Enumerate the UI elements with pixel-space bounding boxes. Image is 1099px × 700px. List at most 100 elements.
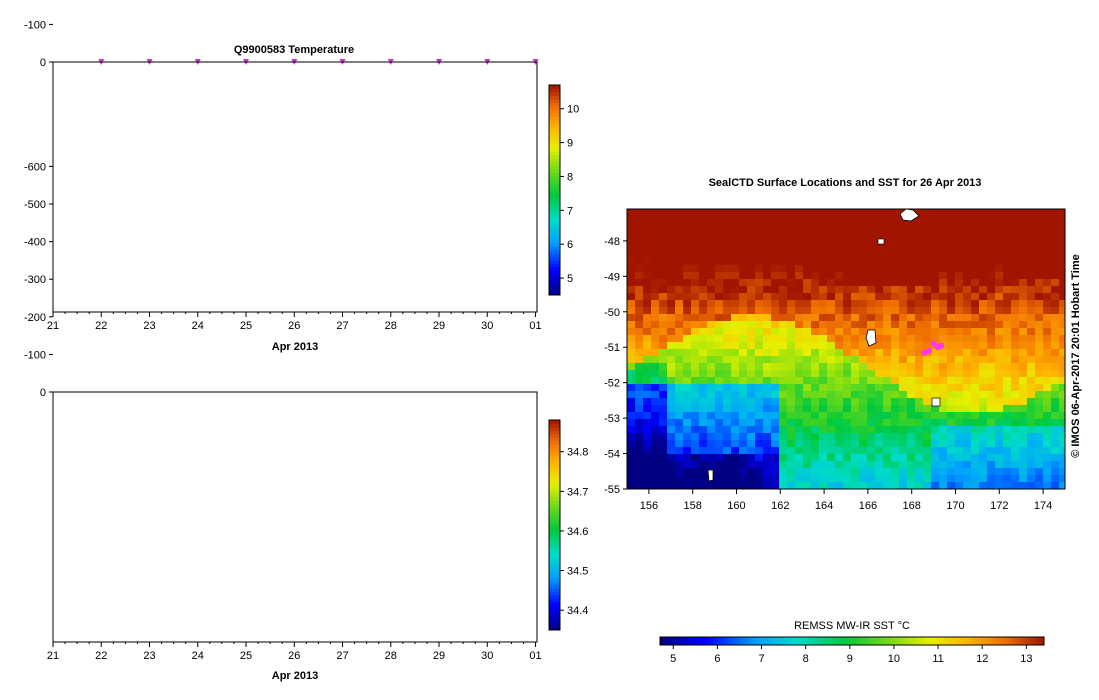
sst-cell [763, 230, 772, 238]
temperature-y-axis: 0-100-200-300-400-500-600 [24, 19, 53, 69]
sst-cell [715, 223, 724, 231]
sst-cell [755, 223, 764, 231]
sst-cell [955, 244, 964, 252]
sst-cell [1051, 251, 1060, 259]
sst-cell [923, 223, 932, 231]
sst-cell [1035, 244, 1044, 252]
sst-cell [627, 258, 636, 266]
sst-cell [883, 216, 892, 224]
sst-cell [731, 237, 740, 245]
salinity-colorbar-swatch [549, 455, 560, 459]
salinity-x-tick-label: 24 [192, 650, 204, 662]
temperature-colorbar-swatch [549, 162, 560, 166]
sst-cell [1035, 237, 1044, 245]
sst-cell [995, 223, 1004, 231]
sst-cell [747, 258, 756, 266]
temperature-x-label: Apr 2013 [272, 341, 318, 353]
salinity-y-tick-label: -300 [24, 274, 46, 286]
salinity-colorbar-swatch [549, 518, 560, 522]
sst-cell [699, 230, 708, 238]
sst-cell [667, 216, 676, 224]
temperature-colorbar-swatch [549, 291, 560, 296]
sst-cell [771, 209, 780, 217]
sst-cell [723, 209, 732, 217]
sst-cell [947, 244, 956, 252]
sst-cell [763, 209, 772, 217]
sst-cell [763, 216, 772, 224]
sst-cell [779, 258, 788, 266]
sst-cell [739, 258, 748, 266]
sst-cell [739, 223, 748, 231]
sst-cell [667, 209, 676, 217]
temperature-colorbar-swatch [549, 127, 560, 131]
temperature-plot-frame [52, 61, 538, 313]
sst-cell [995, 251, 1004, 259]
salinity-colorbar-swatch [549, 514, 560, 519]
sst-cell [1003, 209, 1012, 217]
sst-cell [971, 258, 980, 266]
sst-cell [971, 251, 980, 259]
sst-cell [923, 237, 932, 245]
sst-cell [859, 258, 868, 266]
sst-cell [819, 244, 828, 252]
temperature-colorbar-swatch [549, 232, 560, 236]
sst-cell [971, 237, 980, 245]
sst-cell [731, 244, 740, 252]
temperature-colorbar-swatch [549, 134, 560, 138]
sst-cell [723, 258, 732, 266]
temperature-colorbar: 5 6 7 8 9 10 [548, 84, 579, 296]
sst-cell [787, 209, 796, 217]
sst-cell [1003, 216, 1012, 224]
sst-cell [923, 216, 932, 224]
sst-cell [899, 230, 908, 238]
salinity-colorbar-swatch [549, 563, 560, 568]
sst-cell [723, 237, 732, 245]
sst-cell [771, 223, 780, 231]
sst-cell [667, 251, 676, 259]
salinity-colorbar-swatch [549, 465, 560, 470]
salinity-x-tick-label: 25 [240, 650, 252, 662]
sst-cell [827, 237, 836, 245]
sst-cell [915, 216, 924, 224]
sst-cell [907, 244, 916, 252]
temperature-colorbar-tick-label: 8 [567, 171, 573, 183]
salinity-colorbar-swatch [549, 472, 560, 477]
sst-cell [723, 251, 732, 259]
sst-cell [1035, 251, 1044, 259]
salinity-y-tick-label: -200 [24, 312, 46, 324]
temperature-colorbar-tick-label: 10 [567, 104, 579, 116]
salinity-colorbar-tick-label: 34.6 [567, 526, 588, 538]
salinity-colorbar-swatch [549, 469, 560, 473]
sst-cell [739, 209, 748, 217]
sst-cell [947, 251, 956, 259]
sst-cell [779, 216, 788, 224]
sst-cell [787, 237, 796, 245]
temperature-x-tick-label: 21 [47, 320, 59, 332]
temperature-colorbar-swatch [549, 270, 560, 275]
sst-cell [891, 244, 900, 252]
salinity-colorbar-swatch [549, 588, 560, 592]
sst-cell [699, 244, 708, 252]
salinity-colorbar-swatch [549, 577, 560, 582]
sst-cell [675, 209, 684, 217]
sst-cell [1003, 223, 1012, 231]
temperature-colorbar-swatch [549, 109, 560, 114]
sst-cell [643, 216, 652, 224]
salinity-section-plot: 0 -100 -200 -300 -400 -500 -600 21 22 23 24 25 26 27… [24, 161, 588, 682]
sst-cell [819, 237, 828, 245]
salinity-colorbar-swatch [549, 616, 560, 620]
salinity-x-tick-label: 26 [288, 650, 300, 662]
salinity-y-tick-label: 0 [40, 387, 46, 399]
sst-cell [851, 244, 860, 252]
sst-cell [995, 216, 1004, 224]
sst-cell [675, 237, 684, 245]
temperature-colorbar-swatch [549, 253, 560, 257]
sst-cell [635, 244, 644, 252]
sst-cell [787, 258, 796, 266]
sst-cell [963, 230, 972, 238]
temperature-colorbar-swatch [549, 120, 560, 124]
sst-cell [635, 223, 644, 231]
sst-cell [755, 258, 764, 266]
sst-cell [715, 237, 724, 245]
temperature-colorbar-swatch [549, 151, 560, 156]
